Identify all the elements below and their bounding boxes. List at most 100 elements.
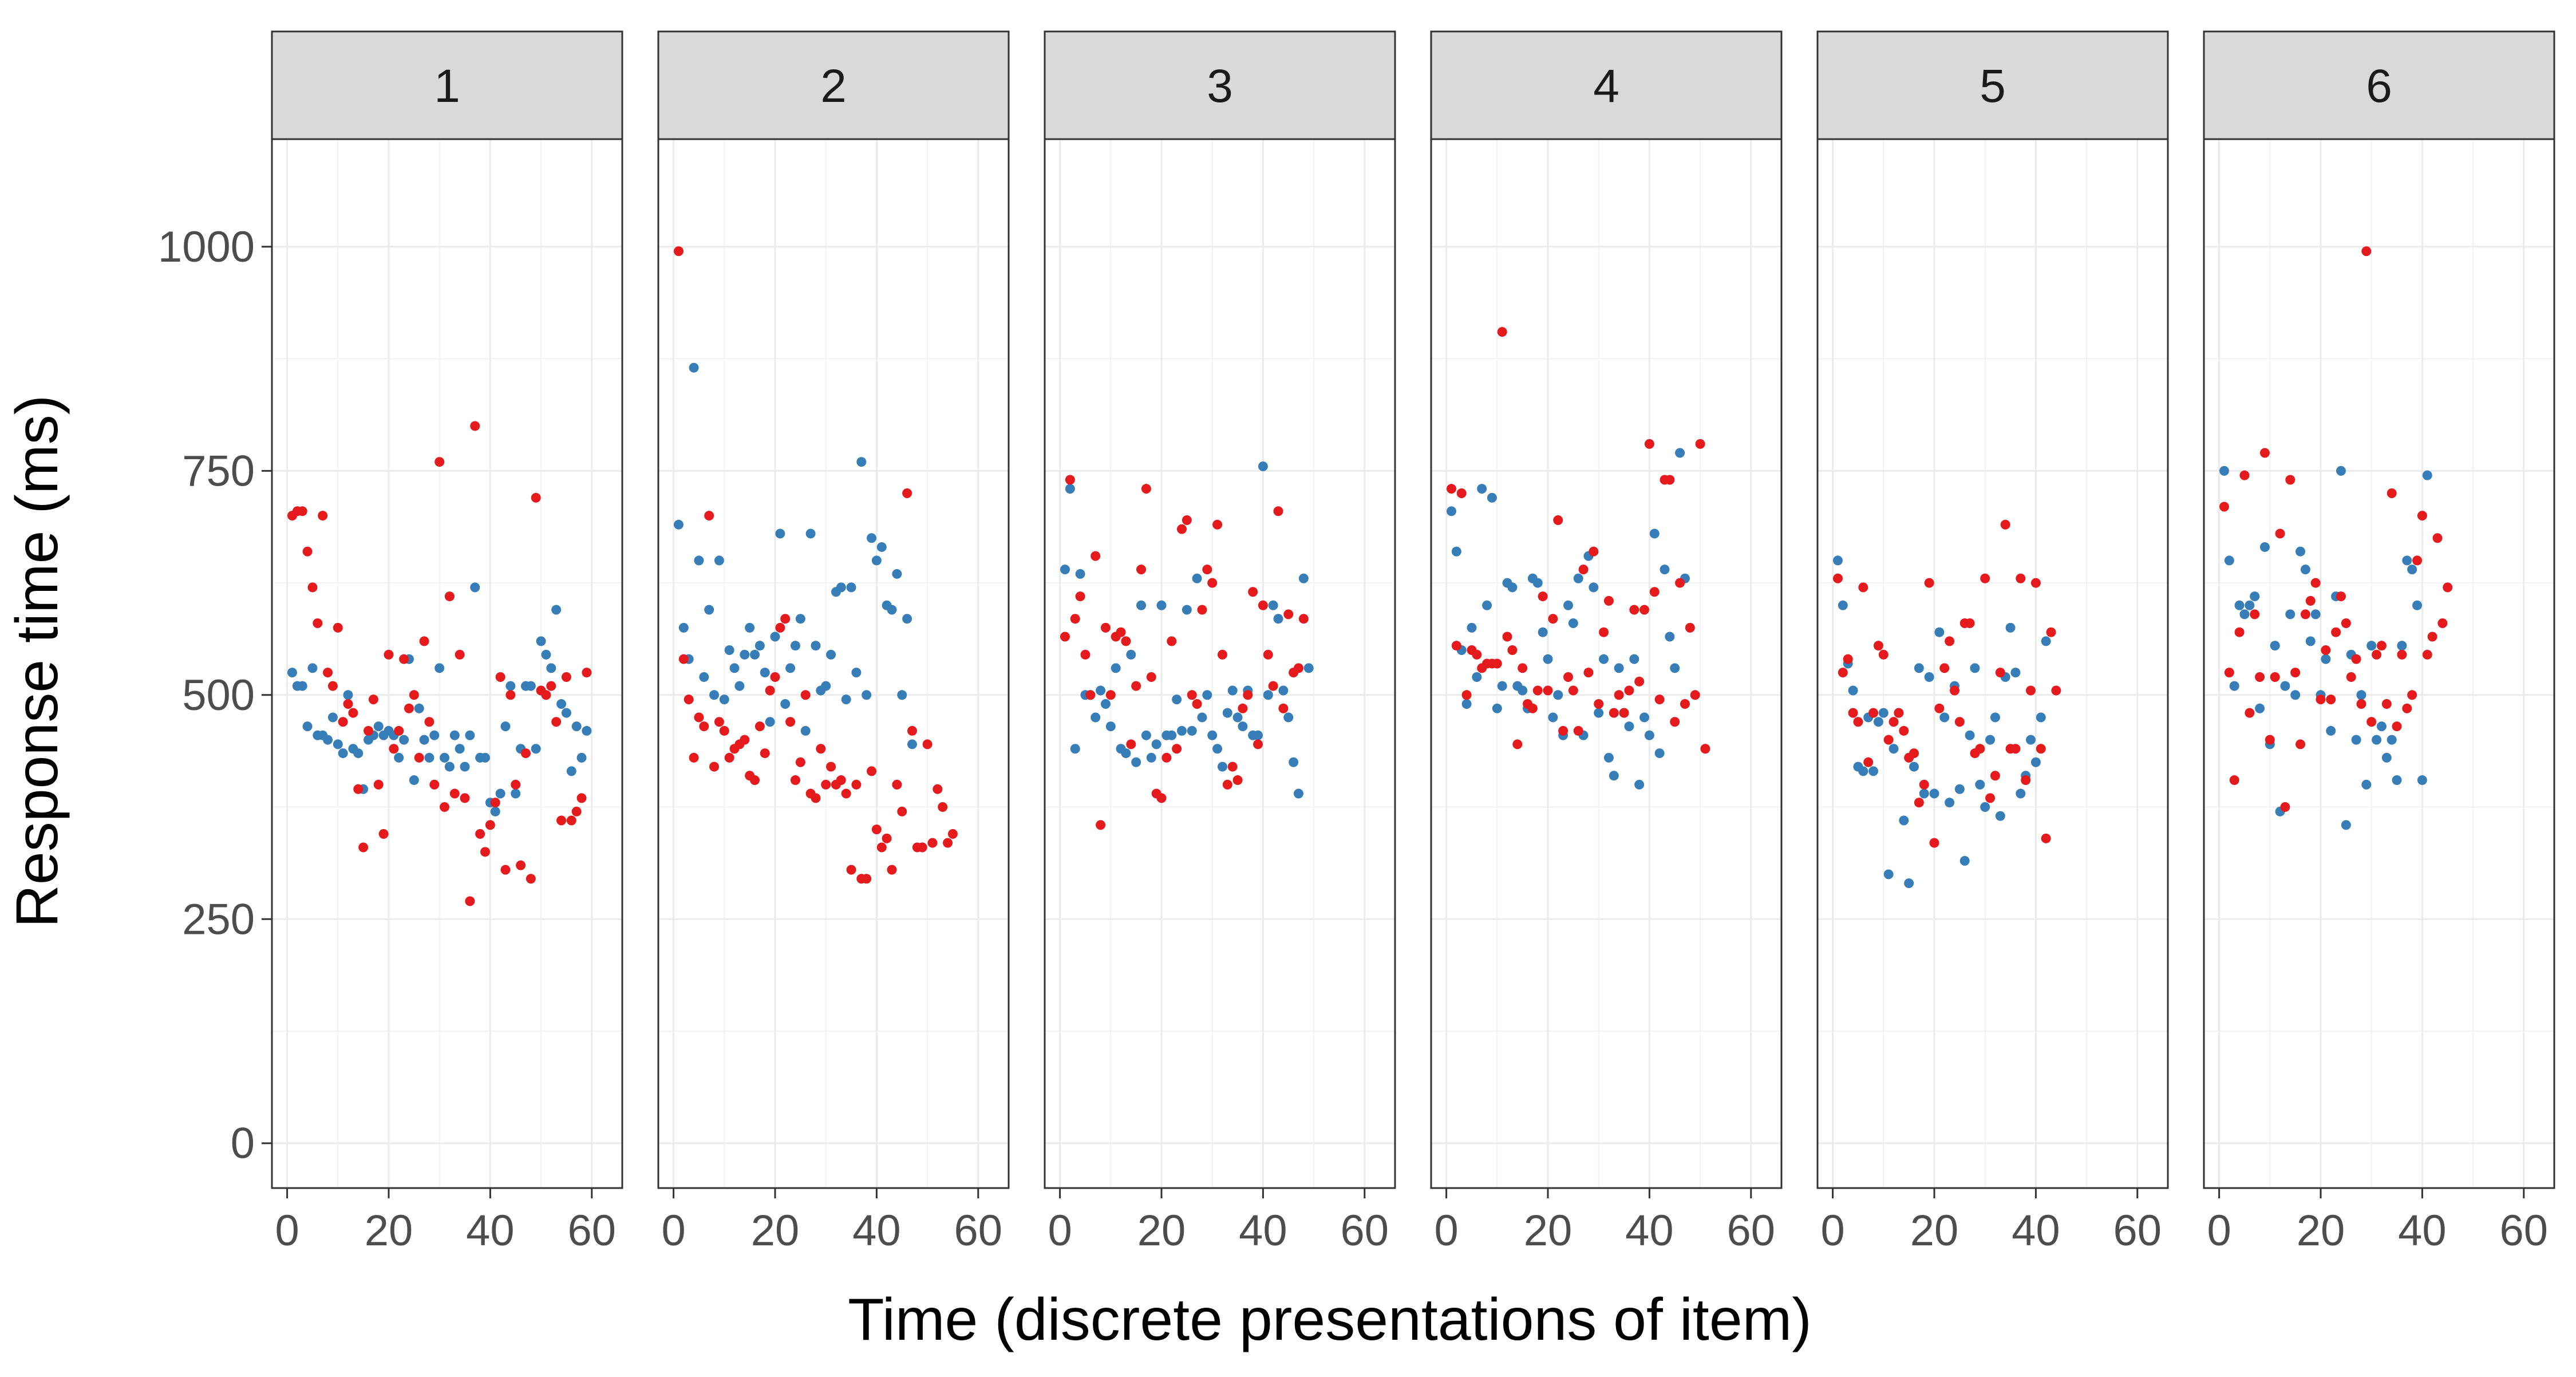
data-point-red: [2290, 668, 2301, 678]
data-point-red: [2417, 511, 2427, 521]
data-point-red: [1167, 636, 1177, 646]
data-point-red: [2407, 690, 2417, 700]
data-point-blue: [704, 605, 714, 615]
data-point-red: [495, 672, 505, 682]
data-point-red: [1665, 475, 1675, 485]
data-point-blue: [1156, 600, 1167, 610]
data-point-blue: [1649, 528, 1660, 539]
data-point-blue: [495, 788, 505, 799]
data-point-red: [821, 779, 831, 790]
data-point-red: [2036, 744, 2046, 754]
data-point-blue: [2402, 555, 2412, 566]
data-point-red: [683, 695, 694, 705]
data-point-red: [699, 721, 709, 732]
data-point-blue: [2234, 600, 2245, 610]
data-point-blue: [1131, 757, 1141, 767]
data-point-blue: [1497, 681, 1507, 691]
data-point-red: [373, 779, 384, 790]
data-point-red: [2326, 695, 2336, 705]
data-point-blue: [826, 649, 836, 660]
data-point-red: [862, 874, 872, 884]
data-point-red: [1573, 725, 1583, 736]
facet-panel-2: 20 20 40 60: [657, 30, 1010, 1255]
data-point-blue: [373, 721, 384, 732]
data-point-red: [1899, 725, 1909, 736]
data-point-red: [1100, 622, 1111, 633]
data-point-blue: [399, 735, 409, 745]
data-point-red: [1690, 690, 1700, 700]
data-point-blue: [1451, 546, 1461, 557]
data-point-blue: [1945, 798, 1955, 808]
data-point-blue: [1985, 735, 1996, 745]
x-tick-label: 0: [1820, 1206, 1844, 1255]
data-point-blue: [1883, 869, 1894, 879]
data-point-blue: [1100, 699, 1111, 709]
data-point-red: [1146, 672, 1156, 682]
data-point-red: [302, 546, 313, 557]
data-point-red: [2427, 632, 2437, 642]
data-point-red: [455, 649, 465, 660]
data-point-blue: [424, 752, 434, 763]
x-tick-label: 40: [2398, 1206, 2447, 1255]
data-point-red: [2296, 739, 2306, 749]
data-point-red: [1868, 708, 1879, 718]
data-point-blue: [2361, 779, 2372, 790]
data-point-blue: [2280, 681, 2290, 691]
data-point-red: [1238, 703, 1248, 713]
data-point-red: [1283, 609, 1294, 620]
data-point-blue: [1167, 730, 1177, 740]
data-point-blue: [526, 681, 536, 691]
data-point-blue: [846, 582, 856, 593]
data-point-red: [511, 779, 521, 790]
facet-panel-4: 40 20 40 60: [1430, 30, 1783, 1255]
data-point-red: [1863, 757, 1874, 767]
data-point-blue: [480, 752, 491, 763]
data-point-blue: [856, 457, 867, 467]
data-point-red: [1227, 762, 1238, 772]
data-point-blue: [1538, 627, 1548, 637]
data-point-red: [561, 672, 571, 682]
data-point-red: [364, 725, 374, 736]
data-point-blue: [2300, 565, 2310, 575]
data-point-red: [2245, 708, 2255, 718]
data-point-blue: [836, 582, 846, 593]
data-point-red: [1619, 708, 1629, 718]
data-point-red: [871, 824, 882, 835]
data-point-blue: [1904, 878, 1914, 889]
data-point-red: [719, 725, 729, 736]
data-point-blue: [902, 614, 912, 624]
data-point-blue: [1543, 654, 1553, 664]
data-point-red: [2239, 470, 2250, 480]
data-point-blue: [2305, 636, 2316, 646]
data-point-red: [765, 685, 775, 696]
x-tick-label: 20: [2297, 1206, 2345, 1255]
data-point-blue: [531, 744, 541, 754]
data-point-blue: [1477, 484, 1487, 494]
data-point-red: [307, 582, 318, 593]
data-point-red: [2351, 654, 2361, 664]
data-point-red: [2234, 627, 2245, 637]
data-point-blue: [1227, 685, 1238, 696]
data-point-red: [1156, 793, 1167, 803]
data-point-red: [1909, 748, 1919, 759]
data-point-blue: [1909, 762, 1919, 772]
data-point-red: [1538, 591, 1548, 602]
data-point-red: [384, 649, 394, 660]
data-point-blue: [1939, 712, 1950, 723]
data-point-red: [1563, 672, 1573, 682]
data-point-blue: [1273, 614, 1283, 624]
x-tick-label: 20: [1524, 1206, 1573, 1255]
data-point-red: [775, 622, 785, 633]
facet-strip-label: 3: [1207, 60, 1233, 112]
data-point-blue: [1289, 757, 1299, 767]
data-point-blue: [409, 775, 419, 786]
data-point-red: [1548, 614, 1558, 624]
data-point-red: [1838, 668, 1848, 678]
data-point-blue: [1172, 695, 1182, 705]
data-point-blue: [1832, 555, 1843, 566]
data-point-blue: [2010, 668, 2021, 678]
data-point-blue: [1283, 712, 1294, 723]
data-point-blue: [1268, 600, 1278, 610]
data-point-red: [2331, 627, 2341, 637]
data-point-red: [1512, 739, 1523, 749]
